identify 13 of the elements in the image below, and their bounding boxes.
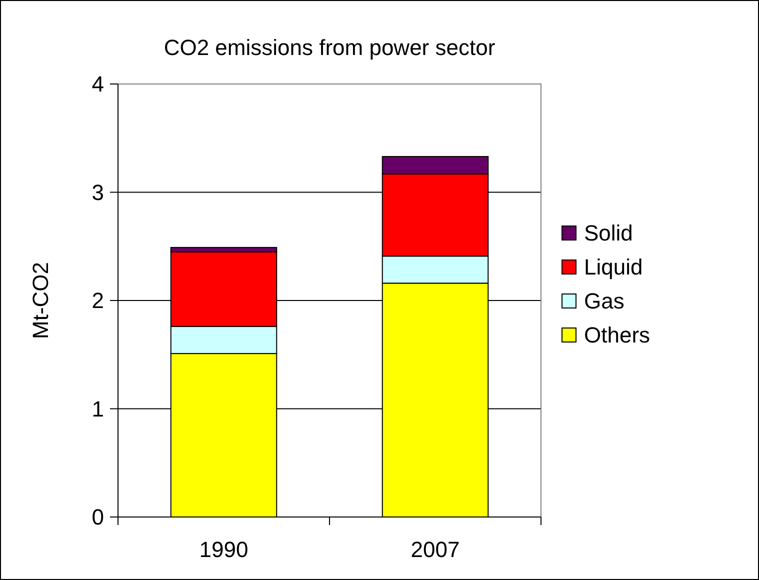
y-tick-label: 2	[92, 288, 104, 314]
y-tick-label: 1	[92, 396, 104, 422]
x-tick-label: 1990	[199, 537, 248, 562]
y-tick-label: 3	[92, 180, 104, 205]
legend-label: Liquid	[584, 254, 643, 280]
legend-label: Solid	[584, 220, 633, 246]
y-axis-title: Mt-CO2	[28, 262, 53, 339]
x-tick-label: 2007	[410, 537, 460, 562]
y-tick-label: 4	[92, 72, 104, 97]
legend-label: Gas	[584, 288, 624, 314]
chart-title: CO2 emissions from power sector	[164, 35, 496, 60]
y-tick-label: 0	[92, 504, 104, 530]
legend-label: Others	[584, 322, 650, 348]
